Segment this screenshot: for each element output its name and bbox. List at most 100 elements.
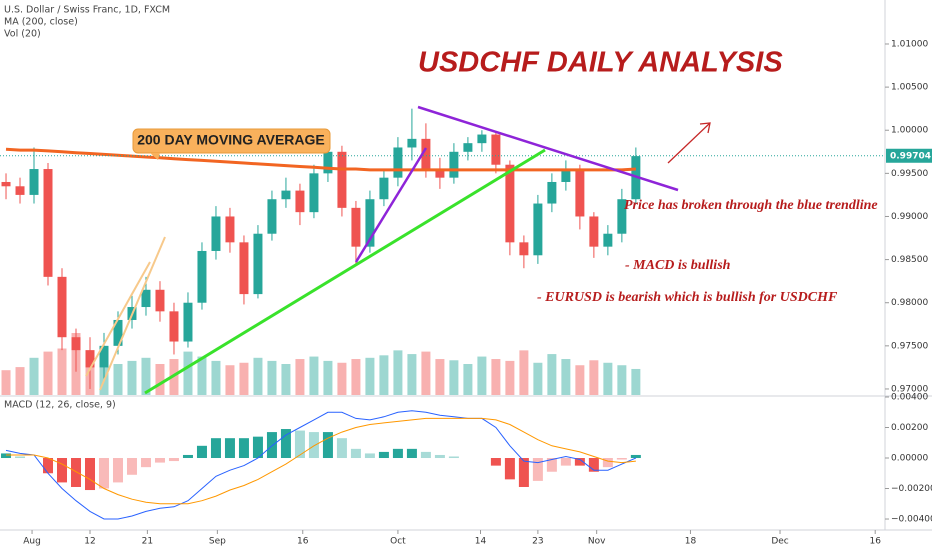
volume-bar <box>253 357 263 395</box>
y-tick-label: −0.00200 <box>891 484 932 494</box>
candle-body <box>225 216 235 243</box>
volume-bar <box>533 362 543 395</box>
macd-histogram-bar <box>182 454 193 459</box>
volume-bar <box>155 364 165 395</box>
volume-bar <box>603 362 613 395</box>
macd-label: MACD (12, 26, close, 9) <box>4 400 116 411</box>
candle-body <box>155 289 165 312</box>
macd-histogram-bar <box>43 458 54 474</box>
macd-histogram-bar <box>57 458 68 483</box>
candle-body <box>253 233 263 295</box>
macd-histogram-bar <box>140 458 151 468</box>
analysis-title: USDCHF DAILY ANALYSIS <box>418 47 783 79</box>
candle-body <box>393 147 403 178</box>
axis-layer: 0.97000 0.97500 0.98000 0.98500 0.99000 0.995… <box>23 39 932 547</box>
y-tick-label: 0.97000 <box>891 384 928 394</box>
macd-histogram-bar <box>294 430 305 459</box>
indicator-label: Vol (20) <box>4 29 41 40</box>
y-tick-label: 0.00000 <box>891 454 928 464</box>
y-tick-label: 1.00500 <box>891 83 928 93</box>
candle-body <box>57 276 67 338</box>
candle-body <box>449 151 459 178</box>
volume-bar <box>183 351 193 395</box>
macd-histogram-bar <box>336 438 347 459</box>
candle-body <box>141 289 151 308</box>
volume-bar <box>309 356 319 395</box>
macd-histogram-bar <box>406 448 417 459</box>
macd-histogram-bar <box>630 454 641 459</box>
volume-bar <box>617 365 627 395</box>
candle-body <box>421 138 431 170</box>
volume-bar <box>561 359 571 395</box>
annotation: - MACD is bullish <box>625 258 731 273</box>
x-tick-label: 16 <box>869 537 881 547</box>
macd-histogram-bar <box>266 432 277 459</box>
volume-bar <box>379 355 389 395</box>
volume-bar <box>113 364 123 395</box>
candle-body <box>267 199 277 234</box>
x-tick-label: Sep <box>209 537 226 547</box>
volume-bar <box>225 365 235 395</box>
last-price-tag <box>886 148 932 163</box>
macd-histogram-bar <box>490 458 501 466</box>
trendline <box>354 147 428 263</box>
candle-body <box>617 199 627 234</box>
candle-body <box>85 350 95 368</box>
macd-histogram-bar <box>546 458 557 472</box>
candle-body <box>43 169 53 277</box>
candle-body <box>295 190 305 213</box>
y-tick-label: 0.97500 <box>891 341 928 351</box>
macd-histogram-bar <box>15 456 26 459</box>
macd-histogram-bar <box>350 448 361 459</box>
callout-text: 200 DAY MOVING AVERAGE <box>137 132 325 148</box>
candle-body <box>15 186 25 195</box>
trendline <box>99 236 166 391</box>
candle-body <box>351 207 361 247</box>
macd-histogram-bar <box>84 458 95 491</box>
volume-bar <box>337 362 347 395</box>
macd-histogram-bar <box>434 454 445 459</box>
candle-body <box>99 345 109 368</box>
macd-histogram-bar <box>98 458 109 489</box>
callout-box <box>132 128 331 154</box>
y-tick-label: 0.99500 <box>891 169 928 179</box>
x-tick-label: 16 <box>297 537 309 547</box>
annotation: Price has broken through the blue trendl… <box>624 198 878 213</box>
candle-body <box>365 199 375 247</box>
candle-body <box>533 203 543 256</box>
volume-bar <box>505 360 515 395</box>
candle-body <box>1 181 11 187</box>
signal-line <box>6 417 636 505</box>
candle-body <box>463 143 473 152</box>
macd-histogram-bar <box>168 458 179 462</box>
x-tick-label: 21 <box>142 537 153 547</box>
candle-body <box>29 169 39 195</box>
candle-body <box>183 302 193 342</box>
macd-histogram-bar <box>560 458 571 466</box>
x-tick-label: 14 <box>475 537 487 547</box>
candle-body <box>603 233 613 247</box>
macd-histogram-bar <box>378 451 389 459</box>
macd-histogram-bar <box>210 438 221 459</box>
macd-histogram-bar <box>1 453 12 459</box>
volume-bar <box>547 354 557 395</box>
symbol-label: U.S. Dollar / Swiss Franc, 1D, FXCM <box>4 5 170 16</box>
macd-layer <box>1 410 641 520</box>
candle-body <box>505 164 515 243</box>
macd-line <box>5 410 637 520</box>
candle-body <box>435 169 445 178</box>
arrow-head <box>699 122 711 134</box>
volume-bar <box>449 360 459 395</box>
indicator-label: MA (200, close) <box>4 17 78 28</box>
candle-body <box>281 190 291 200</box>
volume-bar <box>127 360 137 395</box>
y-tick-label: −0.00400 <box>891 515 932 525</box>
macd-histogram-bar <box>392 448 403 459</box>
x-tick-label: 23 <box>532 537 543 547</box>
macd-histogram-bar <box>602 458 613 468</box>
x-tick-label: Oct <box>390 537 406 547</box>
x-tick-label: 18 <box>685 537 697 547</box>
candle-body <box>491 134 501 165</box>
macd-histogram-bar <box>154 458 165 463</box>
